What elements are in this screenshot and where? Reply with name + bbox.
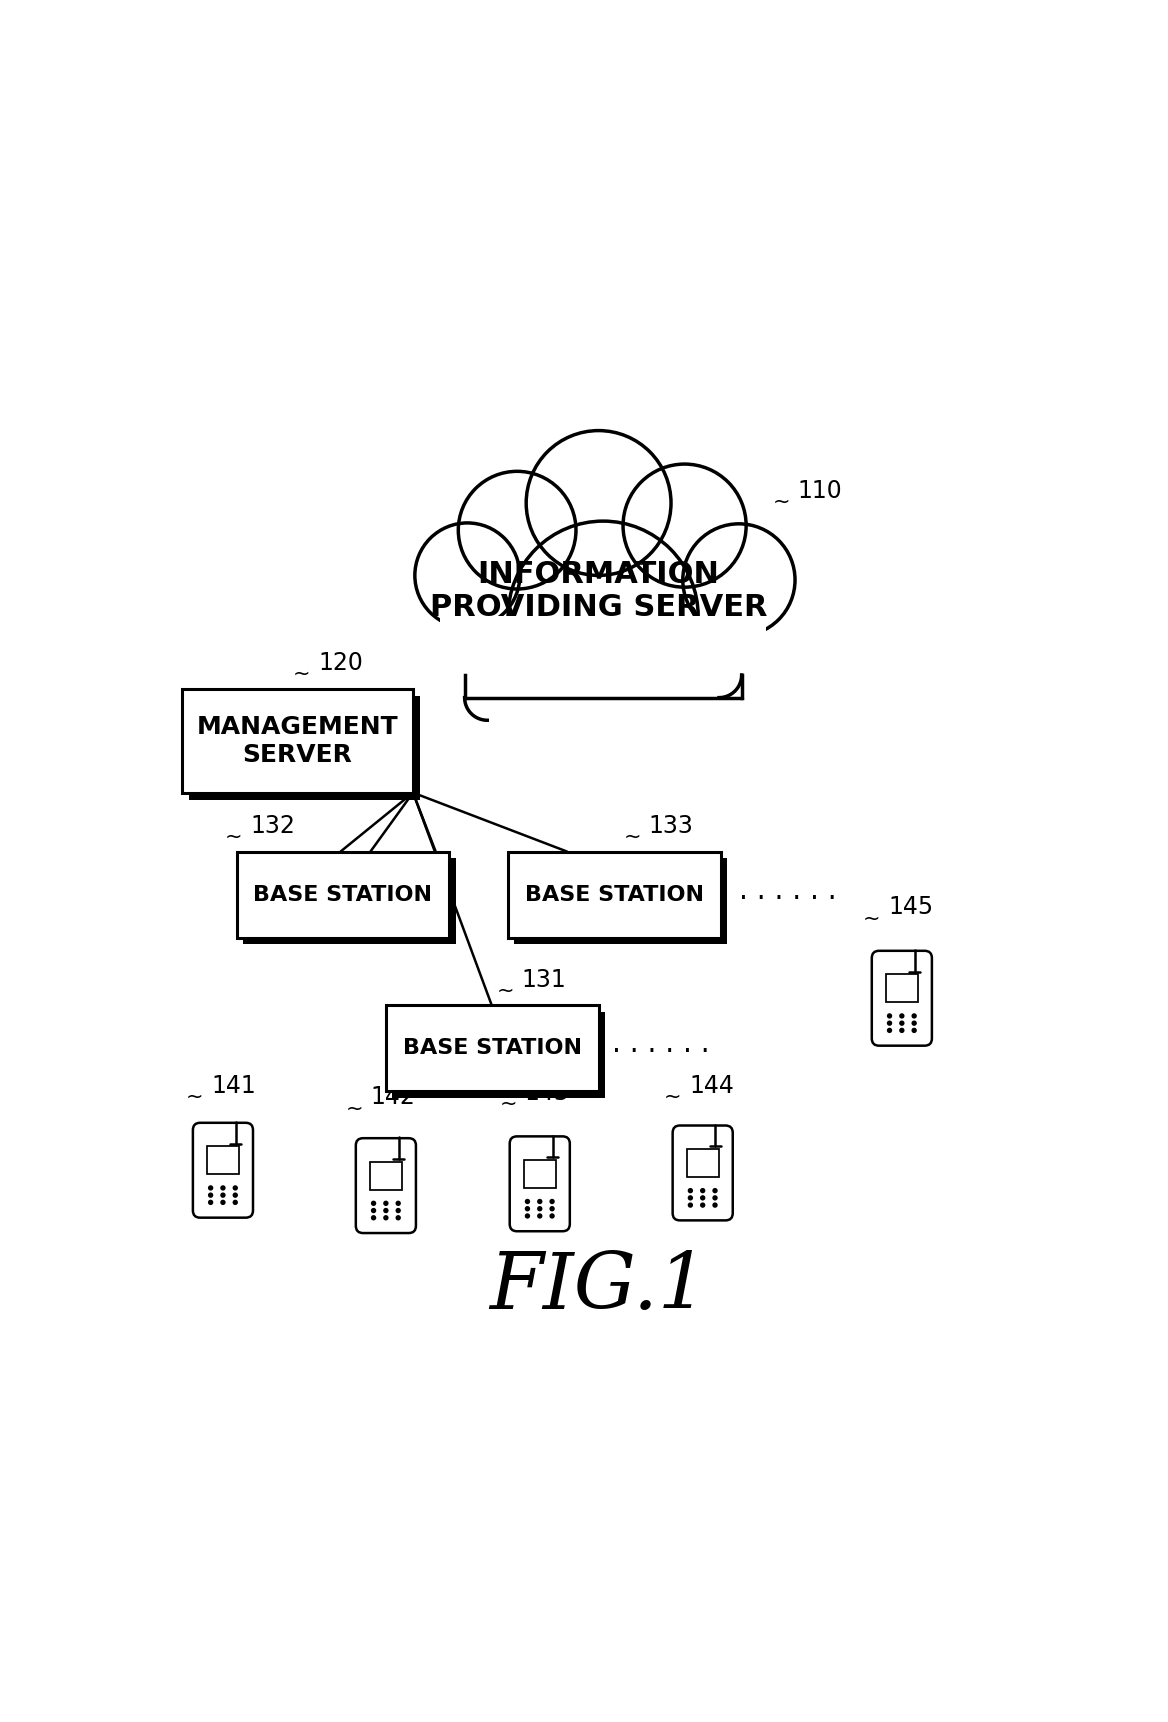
Circle shape — [371, 1207, 376, 1214]
Circle shape — [623, 465, 746, 587]
Text: INFORMATION
PROVIDING SERVER: INFORMATION PROVIDING SERVER — [430, 560, 767, 622]
Circle shape — [383, 1200, 389, 1205]
Circle shape — [700, 1195, 705, 1200]
Circle shape — [232, 1200, 238, 1205]
Text: 144: 144 — [689, 1075, 734, 1097]
Circle shape — [537, 1214, 542, 1219]
Circle shape — [232, 1185, 238, 1190]
Circle shape — [887, 1013, 892, 1019]
Circle shape — [911, 1013, 917, 1019]
Text: ~: ~ — [500, 1093, 516, 1114]
Circle shape — [371, 1216, 376, 1221]
FancyBboxPatch shape — [508, 851, 721, 937]
Circle shape — [712, 1202, 717, 1207]
Text: BASE STATION: BASE STATION — [253, 885, 432, 904]
FancyBboxPatch shape — [182, 689, 413, 792]
Text: · · · · · ·: · · · · · · — [739, 885, 836, 913]
Text: MANAGEMENT
SERVER: MANAGEMENT SERVER — [197, 715, 398, 766]
FancyBboxPatch shape — [514, 858, 728, 944]
Circle shape — [688, 1202, 693, 1207]
FancyBboxPatch shape — [509, 1137, 570, 1231]
Circle shape — [688, 1188, 693, 1193]
FancyBboxPatch shape — [236, 851, 450, 937]
Text: 110: 110 — [798, 479, 842, 503]
FancyBboxPatch shape — [193, 1123, 253, 1217]
Circle shape — [415, 523, 520, 629]
Circle shape — [396, 1207, 401, 1214]
Circle shape — [911, 1028, 917, 1033]
Circle shape — [208, 1192, 214, 1199]
FancyBboxPatch shape — [370, 1162, 402, 1190]
Circle shape — [700, 1188, 705, 1193]
Text: 142: 142 — [370, 1085, 416, 1109]
Circle shape — [899, 1013, 904, 1019]
Text: ~: ~ — [773, 492, 791, 511]
Circle shape — [371, 1200, 376, 1205]
Circle shape — [549, 1199, 555, 1204]
FancyBboxPatch shape — [189, 696, 420, 801]
FancyBboxPatch shape — [871, 951, 932, 1045]
Circle shape — [887, 1028, 892, 1033]
Circle shape — [911, 1021, 917, 1026]
Text: ~: ~ — [624, 827, 641, 847]
Text: ~: ~ — [186, 1087, 203, 1107]
Circle shape — [396, 1216, 401, 1221]
Circle shape — [683, 523, 795, 635]
Circle shape — [396, 1200, 401, 1205]
Circle shape — [524, 1214, 530, 1219]
Circle shape — [208, 1200, 214, 1205]
Text: FIG.1: FIG.1 — [489, 1250, 708, 1326]
Text: ~: ~ — [496, 982, 514, 1000]
Circle shape — [221, 1192, 225, 1199]
Circle shape — [458, 472, 576, 589]
Text: ~: ~ — [225, 827, 243, 847]
FancyBboxPatch shape — [523, 1159, 556, 1188]
Circle shape — [712, 1195, 717, 1200]
Circle shape — [899, 1028, 904, 1033]
Text: ~: ~ — [293, 665, 311, 684]
Circle shape — [524, 1205, 530, 1211]
Text: ~: ~ — [665, 1087, 682, 1107]
FancyBboxPatch shape — [885, 975, 918, 1002]
FancyBboxPatch shape — [207, 1147, 239, 1174]
Circle shape — [549, 1214, 555, 1219]
Circle shape — [537, 1199, 542, 1204]
Circle shape — [526, 430, 670, 575]
Circle shape — [549, 1205, 555, 1211]
Circle shape — [688, 1195, 693, 1200]
Text: 131: 131 — [522, 968, 566, 992]
Text: · · · · · ·: · · · · · · — [612, 1038, 710, 1066]
Circle shape — [712, 1188, 717, 1193]
Text: ~: ~ — [863, 909, 881, 928]
Circle shape — [221, 1185, 225, 1190]
Circle shape — [232, 1192, 238, 1199]
Circle shape — [208, 1185, 214, 1190]
FancyBboxPatch shape — [673, 1126, 732, 1221]
Circle shape — [221, 1200, 225, 1205]
FancyBboxPatch shape — [392, 1013, 605, 1097]
Text: 141: 141 — [211, 1075, 256, 1097]
Circle shape — [508, 522, 698, 711]
Circle shape — [700, 1202, 705, 1207]
Text: BASE STATION: BASE STATION — [403, 1038, 582, 1059]
Bar — [440, 616, 766, 720]
Circle shape — [383, 1216, 389, 1221]
FancyBboxPatch shape — [356, 1138, 416, 1233]
Circle shape — [383, 1207, 389, 1214]
Text: 143: 143 — [524, 1081, 569, 1106]
Circle shape — [537, 1205, 542, 1211]
Circle shape — [887, 1021, 892, 1026]
FancyBboxPatch shape — [687, 1149, 718, 1176]
Circle shape — [899, 1021, 904, 1026]
Text: 133: 133 — [648, 815, 694, 839]
Text: 132: 132 — [250, 815, 296, 839]
Circle shape — [524, 1199, 530, 1204]
Text: ~: ~ — [346, 1099, 363, 1119]
FancyBboxPatch shape — [385, 1006, 598, 1092]
Text: 145: 145 — [888, 895, 933, 920]
Text: 120: 120 — [318, 651, 363, 675]
FancyBboxPatch shape — [243, 858, 456, 944]
Text: BASE STATION: BASE STATION — [524, 885, 704, 904]
